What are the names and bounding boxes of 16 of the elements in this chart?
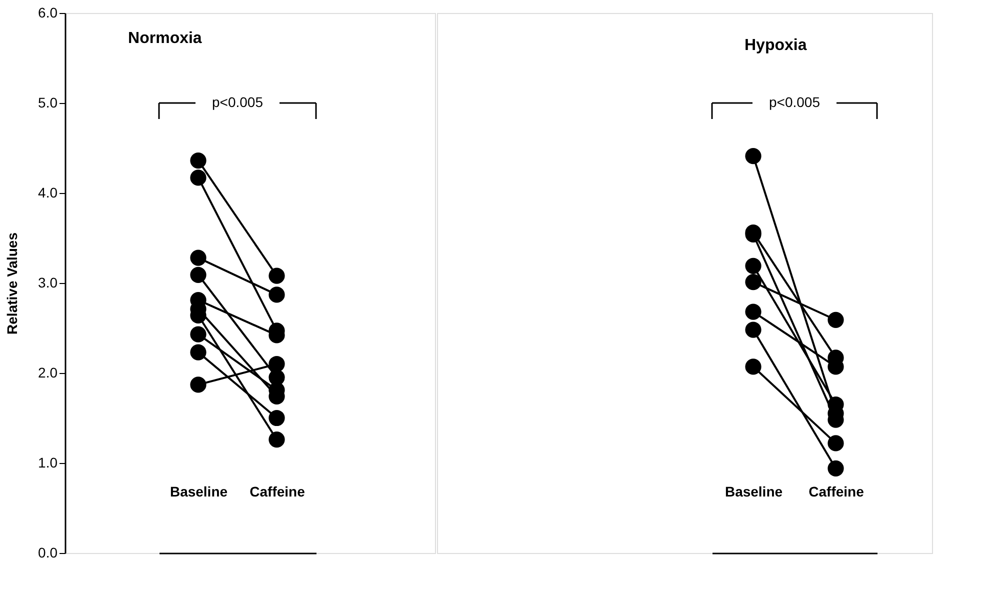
y-tick-label: 4.0 <box>38 184 58 200</box>
y-tick-label: 1.0 <box>38 454 58 470</box>
text: Hypoxia <box>744 37 807 54</box>
x-tick-label: Baseline <box>724 484 783 500</box>
y-axis-title: Relative Values <box>4 232 20 334</box>
x-tick-label: Caffeine <box>808 484 864 500</box>
annotation: p<0.005 <box>769 94 820 110</box>
x-tick-label: Caffeine <box>250 484 306 500</box>
y-tick-label: 2.0 <box>38 364 58 380</box>
x-tick-label: Baseline <box>170 484 228 500</box>
annotation: p<0.005 <box>212 94 264 110</box>
y-tick-label: 6.0 <box>38 4 58 20</box>
y-tick-label: 0.0 <box>38 544 58 560</box>
text: Normoxia <box>128 30 202 47</box>
y-tick-label: 3.0 <box>38 274 58 290</box>
y-tick-label: 5.0 <box>38 94 58 110</box>
